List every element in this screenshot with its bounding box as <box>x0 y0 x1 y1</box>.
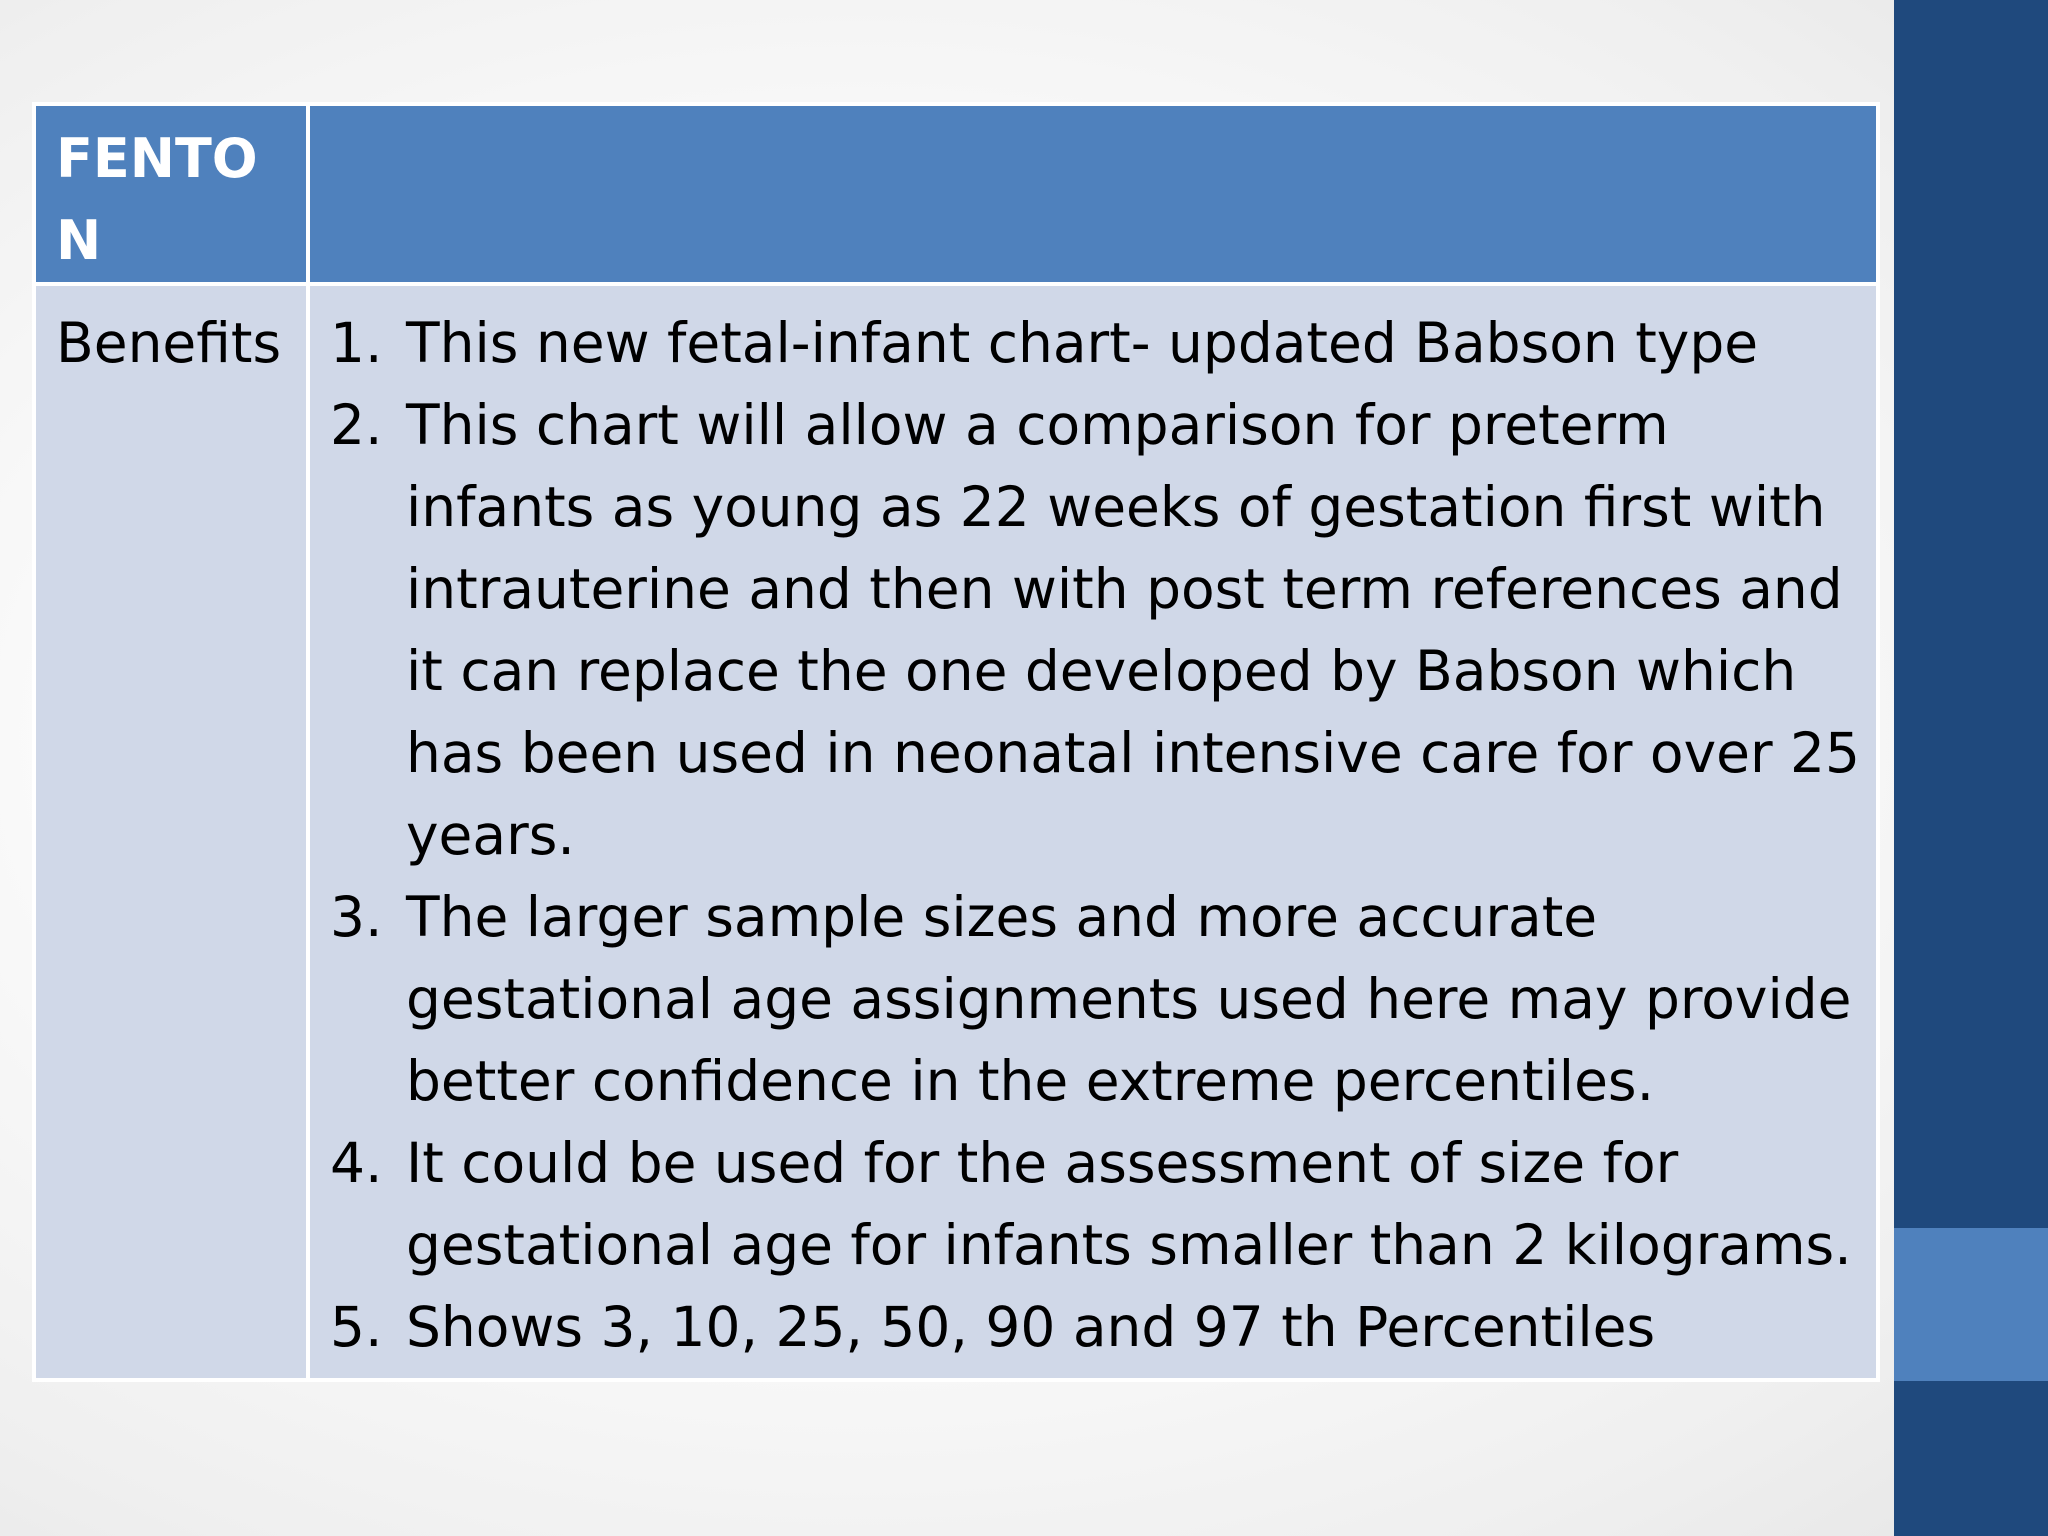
list-item-text: The larger sample sizes and more accurat… <box>406 885 1852 1113</box>
table-header-title: FENTON <box>56 127 258 272</box>
header-cell-left: FENTON <box>32 102 310 286</box>
benefits-cell: 1. This new fetal-infant chart- updated … <box>306 282 1880 1382</box>
table-body-row: Benefits 1. This new fetal-infant chart-… <box>32 282 1880 1382</box>
list-item-text: It could be used for the assessment of s… <box>406 1131 1852 1277</box>
row-label-cell: Benefits <box>32 282 310 1382</box>
list-item-number: 3. <box>330 885 383 949</box>
list-item: 5. Shows 3, 10, 25, 50, 90 and 97 th Per… <box>330 1286 1862 1368</box>
list-item-text: This chart will allow a comparison for p… <box>406 393 1861 867</box>
table-header-row: FENTON <box>32 102 1880 286</box>
list-item: 3. The larger sample sizes and more accu… <box>330 876 1862 1122</box>
list-item-number: 1. <box>330 311 383 375</box>
list-item: 2. This chart will allow a comparison fo… <box>330 384 1862 876</box>
list-item-text: This new fetal-infant chart- updated Bab… <box>406 311 1759 375</box>
list-item-text: Shows 3, 10, 25, 50, 90 and 97 th Percen… <box>406 1295 1656 1359</box>
list-item-number: 5. <box>330 1295 383 1359</box>
header-cell-right <box>306 102 1880 286</box>
decorative-side-accent <box>1894 1228 2048 1381</box>
benefits-list: 1. This new fetal-infant chart- updated … <box>310 286 1876 1378</box>
fenton-benefits-table: FENTON Benefits 1. This new fetal-infant… <box>32 102 1880 1382</box>
row-label-benefits: Benefits <box>56 311 282 375</box>
list-item: 4. It could be used for the assessment o… <box>330 1122 1862 1286</box>
list-item-number: 4. <box>330 1131 383 1195</box>
list-item-number: 2. <box>330 393 383 457</box>
list-item: 1. This new fetal-infant chart- updated … <box>330 302 1862 384</box>
